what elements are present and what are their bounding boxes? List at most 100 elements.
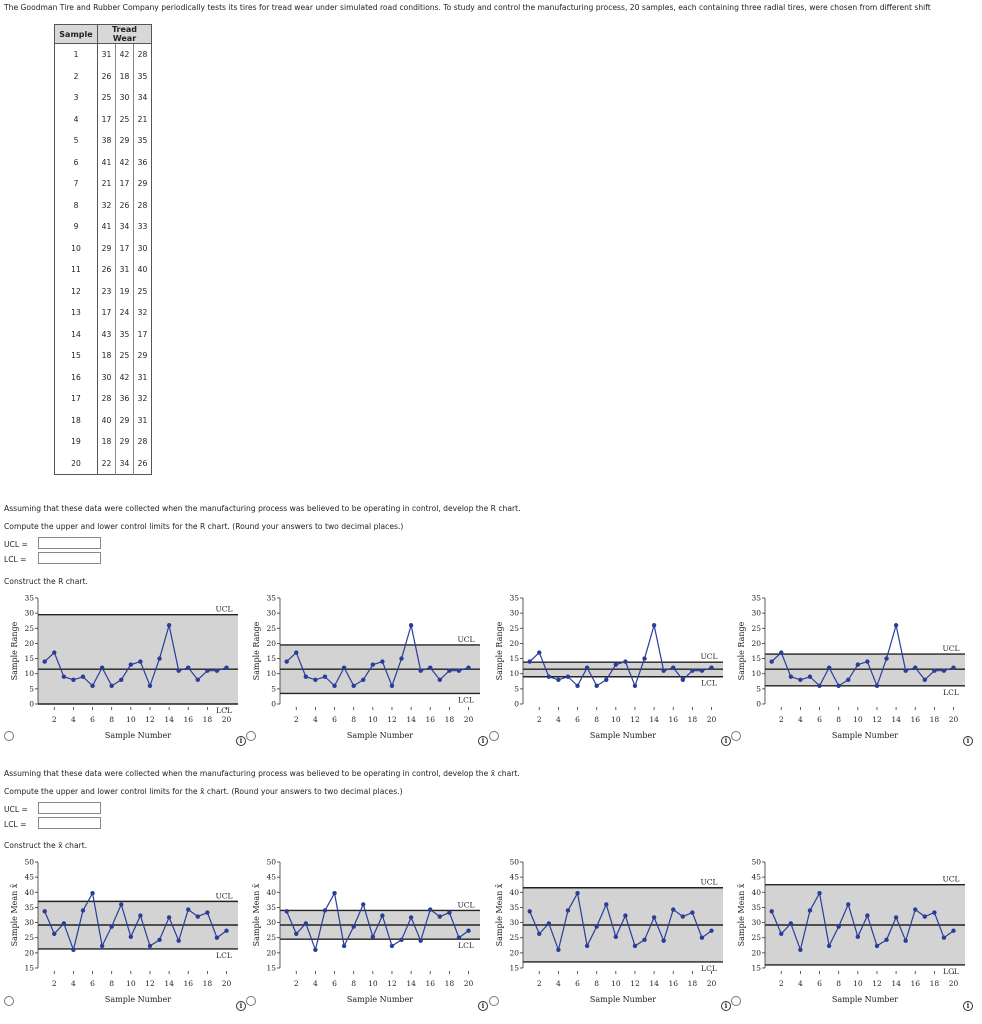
radio-icon[interactable] <box>246 996 256 1006</box>
x-ucl-input[interactable] <box>38 802 101 814</box>
tread-wear-cell: 17 <box>133 323 152 345</box>
data-point <box>556 677 561 682</box>
r-lcl-input[interactable] <box>38 552 101 564</box>
tread-wear-cell: 30 <box>97 366 116 388</box>
y-tick-label: 20 <box>509 639 519 648</box>
data-point <box>584 665 590 670</box>
sample-number-cell: 5 <box>54 130 98 152</box>
r-assumption-text: Assuming that these data were collected … <box>4 504 521 513</box>
x-tick-label: 16 <box>183 979 193 988</box>
tread-wear-cell: 35 <box>133 65 152 87</box>
y-tick-label: 45 <box>266 873 276 882</box>
x-tick-label: 18 <box>445 979 455 988</box>
x-tick-label: 20 <box>707 715 717 724</box>
data-point <box>527 909 532 914</box>
x-axis-label: Sample Number <box>347 731 413 740</box>
data-point <box>671 907 676 912</box>
sample-number-cell: 8 <box>54 194 98 216</box>
x-tick-label: 8 <box>351 979 356 988</box>
data-point <box>613 934 619 940</box>
y-tick-label: 50 <box>24 858 34 867</box>
data-point <box>157 937 162 943</box>
radio-icon[interactable] <box>489 731 499 741</box>
data-point <box>903 938 908 943</box>
tread-wear-cell: 17 <box>97 302 116 324</box>
tread-wear-cell: 26 <box>97 65 116 87</box>
r-ucl-field: UCL = <box>4 537 101 549</box>
x-tick-label: 2 <box>52 979 57 988</box>
table-row: 20 22 34 26 <box>54 452 152 475</box>
info-icon[interactable]: i <box>963 1001 973 1011</box>
tread-wear-cell: 32 <box>133 302 152 324</box>
data-point <box>884 656 889 661</box>
info-icon[interactable]: i <box>236 1001 246 1011</box>
y-tick-label: 50 <box>509 858 519 867</box>
x-tick-label: 14 <box>406 715 416 724</box>
x-tick-label: 16 <box>425 979 435 988</box>
sample-number-cell: 7 <box>54 173 98 195</box>
data-point <box>447 668 452 673</box>
x-tick-label: 14 <box>649 715 659 724</box>
radio-icon[interactable] <box>731 731 741 741</box>
x-tick-label: 4 <box>798 979 803 988</box>
x-tick-label: 12 <box>630 715 640 724</box>
x-axis-label: Sample Number <box>105 995 171 1004</box>
x-tick-label: 20 <box>222 979 232 988</box>
radio-icon[interactable] <box>246 731 256 741</box>
x-tick-label: 20 <box>707 979 717 988</box>
data-point <box>418 668 423 673</box>
radio-icon[interactable] <box>4 731 14 741</box>
data-point <box>826 943 832 949</box>
data-point <box>575 890 580 896</box>
table-row: 12 23 19 25 <box>54 280 152 302</box>
data-point <box>147 943 153 949</box>
table-row: 5 38 29 35 <box>54 130 152 152</box>
data-point <box>361 902 366 907</box>
data-point <box>699 668 705 673</box>
x-lcl-input[interactable] <box>38 817 101 829</box>
data-point <box>138 913 143 918</box>
y-axis-label: Sample Mean x̄ <box>10 883 19 946</box>
data-point <box>303 921 309 926</box>
data-point <box>418 938 423 943</box>
data-point <box>893 623 899 628</box>
y-tick-label: 20 <box>751 639 761 648</box>
data-point <box>604 902 609 907</box>
y-tick-label: 15 <box>751 654 761 663</box>
y-tick-label: 5 <box>756 684 761 693</box>
data-point <box>205 910 210 915</box>
data-point <box>874 943 880 949</box>
ucl-label: UCL <box>942 875 959 884</box>
info-icon[interactable]: i <box>236 736 246 746</box>
x-tick-label: 4 <box>313 979 318 988</box>
y-tick-label: 30 <box>751 609 761 618</box>
info-icon[interactable]: i <box>963 736 973 746</box>
data-point <box>798 677 803 682</box>
data-point <box>52 650 57 655</box>
info-icon[interactable]: i <box>721 736 731 746</box>
radio-icon[interactable] <box>4 996 14 1006</box>
data-point <box>788 674 794 679</box>
x-tick-label: 18 <box>203 715 213 724</box>
data-point <box>408 623 414 628</box>
info-icon[interactable]: i <box>721 1001 731 1011</box>
data-point <box>380 913 385 918</box>
control-band <box>38 614 238 704</box>
radio-icon[interactable] <box>489 996 499 1006</box>
data-point <box>709 665 714 670</box>
sample-number-cell: 1 <box>54 43 98 66</box>
table-row: 1 31 42 28 <box>54 43 152 66</box>
r-ucl-input[interactable] <box>38 537 101 549</box>
x-assumption-text: Assuming that these data were collected … <box>4 769 520 778</box>
radio-icon[interactable] <box>731 996 741 1006</box>
y-tick-label: 45 <box>24 873 34 882</box>
tread-wear-cell: 36 <box>115 388 134 410</box>
x-tick-label: 18 <box>930 979 940 988</box>
info-icon[interactable]: i <box>478 1001 488 1011</box>
info-icon[interactable]: i <box>478 736 488 746</box>
x-lcl-label: LCL = <box>4 820 27 829</box>
data-point <box>313 947 318 953</box>
lcl-label: LCL <box>701 679 717 688</box>
y-axis-label: Sample Range <box>495 621 504 680</box>
x-tick-label: 20 <box>949 979 959 988</box>
